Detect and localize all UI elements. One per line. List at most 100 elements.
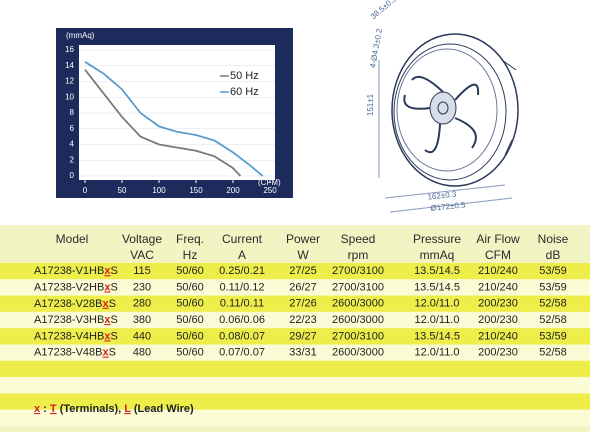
y-axis-label: (mmAq)	[66, 31, 95, 40]
header-unit: dB	[546, 248, 561, 262]
table-cell: 12.0/11.0	[414, 314, 459, 326]
model-name: A17238-V48BxS	[34, 347, 116, 359]
table-cell: 29/27	[289, 330, 317, 342]
table-cell: 200/230	[478, 347, 518, 359]
table-cell: 200/230	[478, 298, 518, 310]
model-part: x	[104, 265, 111, 277]
table-cell: 50/60	[176, 347, 204, 359]
table-cell: 53/59	[539, 330, 567, 342]
x-tick-label: 100	[152, 186, 166, 195]
dimension-width: 162±0.3	[427, 190, 457, 202]
y-tick-label: 12	[65, 77, 74, 86]
header-unit: mmAq	[420, 248, 455, 262]
table-cell: 52/58	[539, 298, 567, 310]
series-line	[84, 61, 264, 177]
header-label: Pressure	[413, 232, 461, 246]
model-part: x	[103, 347, 110, 359]
footnote-part: T	[50, 403, 57, 415]
table-cell: 50/60	[176, 265, 204, 277]
table-cell: 50/60	[176, 281, 204, 293]
row-stripe	[0, 328, 590, 345]
header-unit: A	[238, 248, 246, 262]
table-cell: 480	[133, 347, 151, 359]
header-label: Power	[286, 232, 320, 246]
y-tick-label: 16	[65, 45, 74, 54]
y-tick-label: 2	[70, 155, 75, 164]
header-label: Air Flow	[476, 232, 520, 246]
model-name: A17238-V2HBxS	[34, 281, 118, 293]
dimension-diameter: Ø172±0.5	[430, 200, 466, 213]
table-cell: 440	[133, 330, 151, 342]
model-part: A17238-V1HB	[34, 265, 104, 277]
fan-drawing	[378, 33, 519, 213]
header-label: Voltage	[122, 232, 162, 246]
row-stripe	[0, 360, 590, 378]
row-stripe	[0, 311, 590, 329]
header-label: Speed	[341, 232, 376, 246]
table-cell: 50/60	[176, 314, 204, 326]
table-cell: 12.0/11.0	[414, 298, 459, 310]
table-cell: 22/23	[289, 314, 317, 326]
table-cell: 12.0/11.0	[414, 347, 459, 359]
table-cell: 27/26	[289, 298, 317, 310]
footnote-part: (Lead Wire)	[131, 403, 194, 415]
row-stripe	[0, 409, 590, 426]
table-cell: 2600/3000	[332, 347, 384, 359]
y-tick-label: 14	[65, 61, 74, 70]
model-name: A17238-V4HBxS	[34, 330, 118, 342]
table-cell: 0.08/0.07	[219, 330, 265, 342]
footnote-part: :	[40, 403, 50, 415]
table-cell: 210/240	[478, 265, 518, 277]
header-unit: VAC	[130, 248, 154, 262]
table-cell: 53/59	[539, 281, 567, 293]
table-cell: 2700/3100	[332, 281, 384, 293]
model-part: S	[109, 347, 116, 359]
x-tick-label: 0	[83, 186, 88, 195]
header-label: Model	[56, 232, 89, 246]
table-cell: 0.11/0.12	[219, 281, 264, 293]
header-label: Noise	[538, 232, 569, 246]
table-cell: 33/31	[289, 347, 317, 359]
model-part: S	[110, 265, 117, 277]
y-tick-label: 0	[70, 171, 75, 180]
table-cell: 115	[133, 265, 151, 277]
model-part: A17238-V4HB	[34, 330, 104, 342]
table-cell: 0.11/0.11	[220, 298, 264, 310]
table-cell: 26/27	[289, 281, 317, 293]
x-tick-label: 200	[226, 186, 240, 195]
table-cell: 13.5/14.5	[414, 330, 460, 342]
table-cell: 2600/3000	[332, 298, 384, 310]
model-part: S	[110, 314, 117, 326]
table-cell: 2700/3100	[332, 330, 384, 342]
y-tick-label: 10	[65, 92, 74, 101]
model-name: A17238-V1HBxS	[34, 265, 118, 277]
table-cell: 50/60	[176, 298, 204, 310]
table-cell: 210/240	[478, 281, 518, 293]
table-cell: 2700/3100	[332, 265, 384, 277]
header-unit: CFM	[485, 248, 511, 262]
header-unit: W	[297, 248, 309, 262]
footnote-part: (Terminals),	[57, 403, 125, 415]
footnote: x : T (Terminals), L (Lead Wire)	[34, 403, 194, 415]
table-cell: 0.07/0.07	[219, 347, 265, 359]
y-tick-label: 4	[70, 140, 75, 149]
footnote-part: L	[124, 403, 131, 415]
x-tick-label: 150	[189, 186, 203, 195]
table-cell: 380	[133, 314, 151, 326]
model-part: S	[110, 281, 117, 293]
row-stripe	[0, 344, 590, 361]
model-part: S	[109, 298, 116, 310]
plot-area	[79, 45, 275, 180]
table-cell: 52/58	[539, 314, 567, 326]
y-tick-label: 6	[70, 124, 75, 133]
model-part: A17238-V28B	[34, 298, 103, 310]
row-stripe	[0, 263, 590, 280]
table-cell: 200/230	[478, 314, 518, 326]
table-cell: 210/240	[478, 330, 518, 342]
table-cell: 2600/3000	[332, 314, 384, 326]
y-tick-label: 8	[70, 108, 75, 117]
header-unit: rpm	[348, 248, 369, 262]
legend-label: 50 Hz	[230, 70, 259, 82]
row-stripe	[0, 279, 590, 296]
